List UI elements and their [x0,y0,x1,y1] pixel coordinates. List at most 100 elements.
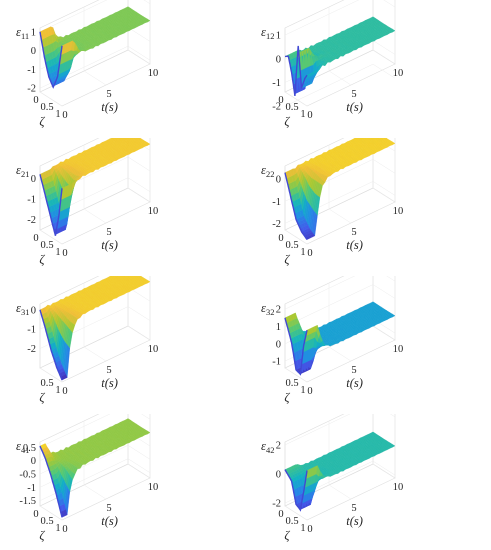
surface-mesh [39,276,151,381]
initial-profile [39,174,63,236]
z-tick-label: 1 [31,27,36,38]
t-tick-label: 5 [106,503,111,514]
z-tick-label: -1.5 [19,496,36,507]
zeta-tick-label: 0 [33,233,38,244]
t-tick-label: 5 [106,365,111,376]
z-tick-label: -1 [27,195,36,206]
zeta-tick-label: 0.5 [40,240,53,251]
t-tick-label: 5 [351,89,356,100]
t-axis-label: t(s) [101,376,118,390]
z-tick-label: -0.5 [19,470,36,481]
zeta-tick-label: 0.5 [40,516,53,527]
zeta-axis-label: ζ [284,252,290,266]
zeta-tick-label: 1 [300,523,305,534]
z-tick-label: 2 [276,440,281,451]
zeta-tick-label: 0 [33,509,38,520]
initial-profile [284,469,308,512]
zeta-axis-label: ζ [39,528,45,542]
t-tick-label: 5 [351,365,356,376]
t-tick-label: 10 [393,344,404,355]
z-axis-label-sub: 22 [266,169,275,179]
z-axis-label: ε12 [261,25,274,41]
t-tick-label: 0 [62,524,67,535]
z-axis-label-sub: 12 [266,31,275,41]
zeta-tick-label: 0.5 [285,378,298,389]
initial-profile [285,45,308,96]
surface-plot-12: 1 0 -1 -2 0 0.5 1 0 5 10 ε12 ζ t(s) [250,0,490,136]
zeta-axis-label: ζ [39,390,45,404]
zeta-axis-label: ζ [284,114,290,128]
surface-mesh [284,301,396,376]
z-tick-label: -1 [272,197,281,208]
t-tick-label: 5 [351,227,356,238]
zeta-axis-label: ζ [284,528,290,542]
initial-profile [284,172,308,240]
zeta-tick-label: 0.5 [40,378,53,389]
zeta-axis-label: ζ [284,390,290,404]
z-axis-label-sub: 42 [266,445,275,455]
initial-profile [284,317,308,376]
z-tick-label: -1 [27,65,36,76]
t-tick-label: 10 [148,482,159,493]
z-tick-label: 0 [31,305,36,316]
zeta-tick-label: 1 [55,247,60,258]
t-axis-label: t(s) [101,238,118,252]
t-tick-label: 5 [106,227,111,238]
z-axis-label: ε42 [261,439,274,455]
surface-plot-32: 2 1 0 -1 0.5 1 0 5 10 ε32 ζ t(s) [250,276,490,412]
t-tick-label: 0 [62,248,67,259]
zeta-tick-label: 1 [55,385,60,396]
zeta-tick-label: 0.5 [285,516,298,527]
t-tick-label: 0 [62,386,67,397]
z-tick-label: -2 [27,344,36,355]
zeta-tick-label: 1 [55,523,60,534]
t-tick-label: 0 [307,524,312,535]
z-tick-label: -1 [272,78,281,89]
initial-profile [39,445,63,518]
t-tick-label: 10 [148,344,159,355]
z-tick-label: 0 [276,470,281,481]
t-axis-label: t(s) [346,238,363,252]
z-axis-label: ε41 [16,439,29,455]
initial-profile [39,309,63,381]
zeta-tick-label: 0 [278,509,283,520]
t-tick-label: 10 [148,206,159,217]
z-axis-label: ε22 [261,163,274,179]
z-tick-label: 0 [276,54,281,65]
surface-mesh [39,418,151,518]
z-tick-label: 1 [276,322,281,333]
z-tick-label: 0 [276,175,281,186]
zeta-tick-label: 0 [278,95,283,106]
z-tick-label: -2 [27,215,36,226]
z-tick-label: 0 [31,174,36,185]
z-tick-label: -2 [272,102,281,113]
zeta-axis-label: ζ [39,114,45,128]
initial-profile [39,31,63,89]
surface-plot-21: 0 -1 -2 0 0.5 1 0 5 10 ε21 ζ t(s) [5,138,245,274]
z-tick-label: 1 [276,31,281,42]
surface-mesh [39,6,151,89]
zeta-tick-label: 0.5 [40,102,53,113]
surface-plot-42: 2 0 -2 0 0.5 1 0 5 10 ε42 ζ t(s) [250,414,490,550]
t-tick-label: 5 [351,503,356,514]
surface-plot-11: 1 0 -1 -2 0 0.5 1 0 5 10 ε11 ζ t(s) [5,0,245,136]
z-tick-label: -1 [27,325,36,336]
z-axis-label-sub: 41 [21,445,30,455]
t-tick-label: 0 [307,386,312,397]
z-tick-label: 0 [31,46,36,57]
zeta-axis-label: ζ [39,252,45,266]
zeta-tick-label: 0.5 [285,240,298,251]
t-tick-label: 0 [62,110,67,121]
t-axis-label: t(s) [346,514,363,528]
zeta-tick-label: 1 [300,109,305,120]
zeta-tick-label: 1 [300,385,305,396]
t-axis-label: t(s) [101,514,118,528]
